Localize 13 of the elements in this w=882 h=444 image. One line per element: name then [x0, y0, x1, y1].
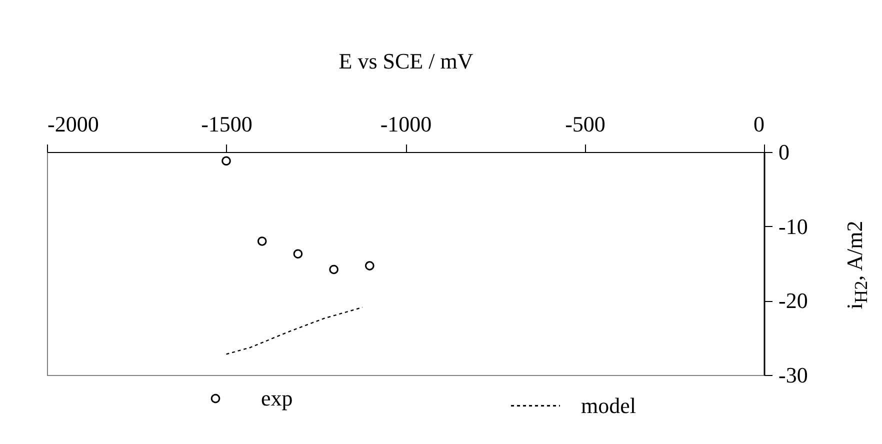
y-tick-label: -30	[778, 362, 808, 388]
line-series	[226, 306, 364, 355]
y-tick-label: -10	[778, 214, 808, 239]
x-tick-label: -500	[565, 112, 606, 136]
x-tick-label: -1000	[380, 112, 432, 136]
x-tick-label: -2000	[48, 112, 99, 136]
y-tick-label: -20	[778, 288, 808, 314]
x-axis-title: E vs SCE / mV	[338, 48, 474, 74]
x-tick-label: -1500	[201, 112, 252, 136]
legend-label: exp	[261, 386, 293, 410]
y-tick-label: 0	[778, 140, 790, 164]
legend-label: model	[581, 392, 636, 418]
x-tick-label: 0	[754, 112, 764, 136]
